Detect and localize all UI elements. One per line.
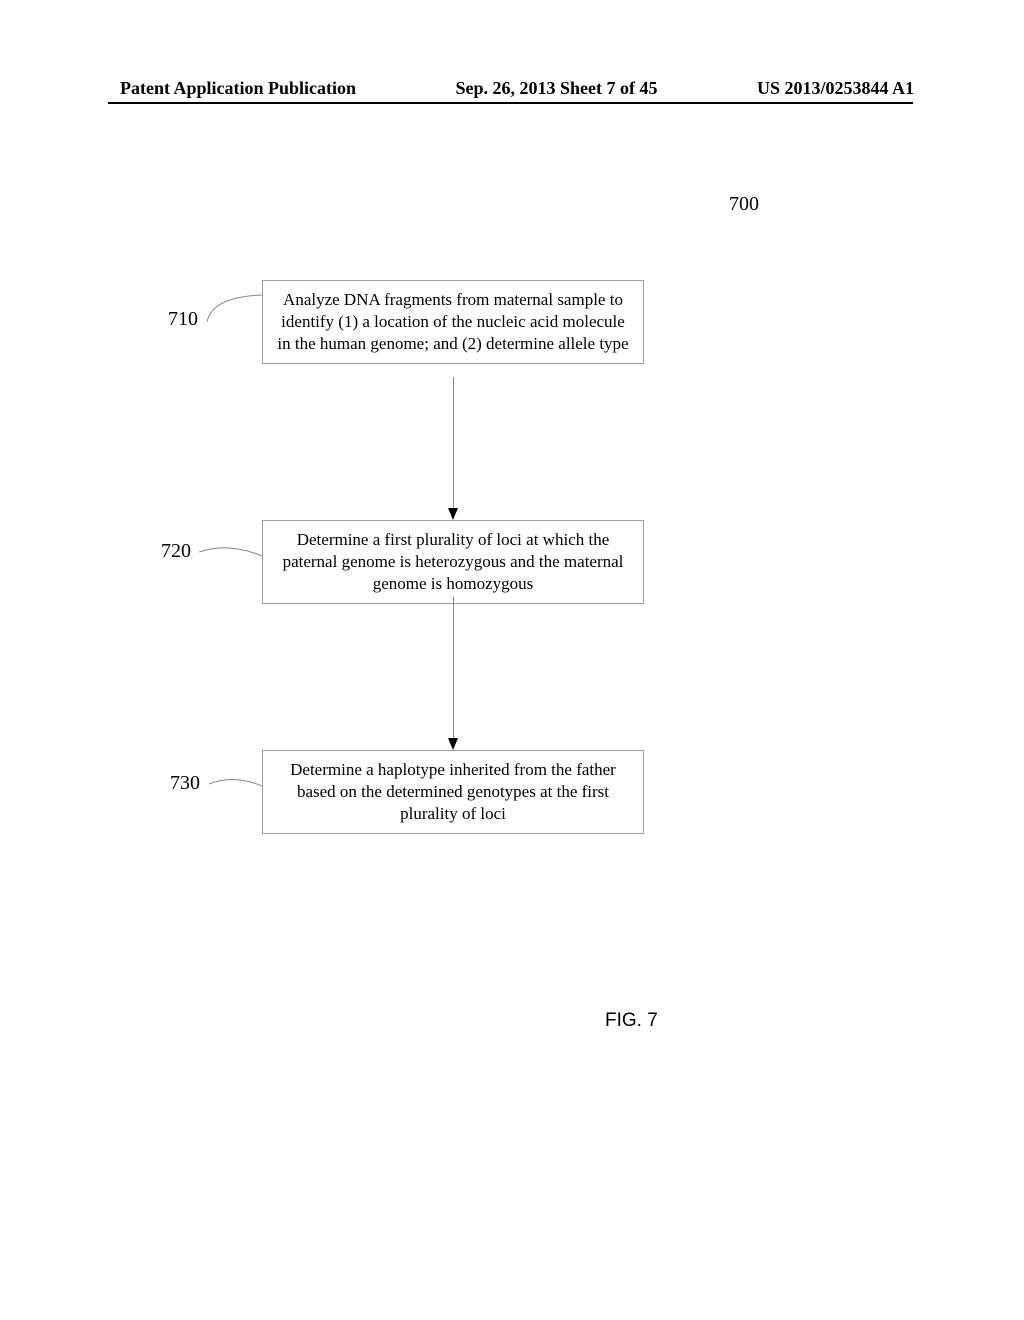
flow-step-710: 710 Analyze DNA fragments from maternal … bbox=[0, 280, 1024, 385]
flow-step-730: 730 Determine a haplotype inherited from… bbox=[0, 750, 1024, 835]
figure-reference-number: 700 bbox=[729, 193, 759, 216]
arrow-line bbox=[453, 597, 454, 742]
label-connector-730 bbox=[209, 774, 262, 792]
figure-caption: FIG. 7 bbox=[605, 1010, 658, 1032]
header-publication: Patent Application Publication bbox=[120, 78, 356, 99]
page-header: Patent Application Publication Sep. 26, … bbox=[0, 78, 1024, 99]
arrow-720-730 bbox=[0, 605, 1024, 750]
flow-box-720: Determine a first plurality of loci at w… bbox=[262, 520, 644, 604]
header-patent-number: US 2013/0253844 A1 bbox=[757, 78, 914, 99]
flow-box-730: Determine a haplotype inherited from the… bbox=[262, 750, 644, 834]
header-rule bbox=[108, 102, 913, 104]
arrow-line bbox=[453, 377, 454, 512]
label-connector-710 bbox=[207, 292, 262, 322]
label-connector-720 bbox=[199, 542, 262, 562]
step-label-730: 730 bbox=[170, 772, 200, 795]
arrowhead-icon bbox=[448, 738, 458, 750]
flow-box-710: Analyze DNA fragments from maternal samp… bbox=[262, 280, 644, 364]
flow-step-720: 720 Determine a first plurality of loci … bbox=[0, 520, 1024, 605]
arrowhead-icon bbox=[448, 508, 458, 520]
arrow-710-720 bbox=[0, 385, 1024, 520]
step-label-710: 710 bbox=[168, 308, 198, 331]
step-label-720: 720 bbox=[161, 540, 191, 563]
flowchart: 710 Analyze DNA fragments from maternal … bbox=[0, 280, 1024, 835]
header-date-sheet: Sep. 26, 2013 Sheet 7 of 45 bbox=[456, 78, 658, 99]
